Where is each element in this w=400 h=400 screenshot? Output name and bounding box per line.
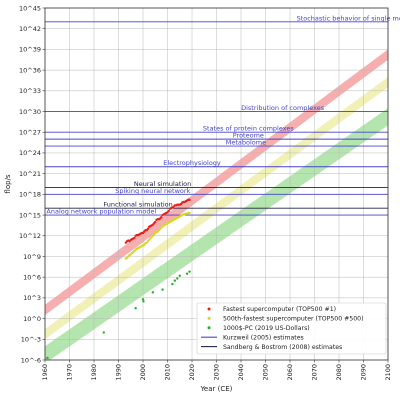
x-tick-label: 2040 [237,364,245,381]
series-2-point [102,331,106,334]
series-1-point [188,211,191,215]
y-tick-label: 10^3 [23,294,41,302]
x-tick-label: 2090 [360,364,368,381]
y-tick-label: 10^42 [19,25,41,33]
estimate-label: Stochastic behavior of single molecules [297,14,400,22]
annotation-lines: Stochastic behavior of single molecules D… [45,14,400,216]
y-tick-label: 10^21 [19,170,41,178]
y-tick-label: 10^-3 [21,336,41,344]
series-2-point [171,282,174,286]
y-tick-label: 10^24 [19,149,41,157]
series-2-point [141,298,145,301]
y-tick-label: 10^30 [19,108,41,116]
y-tick-label: 10^33 [19,87,41,95]
data-points [46,198,191,360]
series-2-point [173,279,177,282]
x-tick-label: 1970 [66,364,74,381]
series-0-point [188,198,191,202]
estimate-label: States of protein complexes [203,125,295,133]
y-tick-label: 10^15 [19,211,41,219]
x-tick-label: 2070 [311,364,319,381]
x-tick-label: 2080 [335,364,343,381]
series-2-point [142,300,145,303]
y-tick-label: 10^27 [19,129,41,137]
series-2-point [134,307,137,310]
x-tick-label: 1980 [90,364,98,381]
legend-label: 1000$-PC (2019 US-Dollars) [223,325,310,332]
y-tick-label: 10^45 [19,4,41,12]
series-0-point [154,220,157,224]
series-0-point [146,227,150,231]
estimate-label: Proteome [233,132,264,140]
series-2-point [188,270,191,273]
legend-label: Sandberg & Bostrom (2008) estimates [223,344,342,351]
y-tick-label: 10^12 [19,232,41,240]
series-0-point [133,236,136,240]
estimate-label: Spiking neural network [115,187,190,195]
y-axis-ticks: 10^-6 10^-3 10^0 10^3 10^6 10^9 10^12 10^15 10^1… [19,4,45,364]
series-2-point [46,356,49,360]
y-tick-label: 10^9 [23,253,41,261]
legend-box [196,302,387,355]
estimate-label: Functional simulation [103,201,172,209]
x-tick-label: 2030 [213,364,221,381]
x-tick-label: 2060 [286,364,294,381]
series-2-point [185,272,189,275]
estimate-label: Distribution of complexes [241,104,325,112]
legend: Fastest supercomputer (TOP500 #1) 500th-f… [196,302,387,355]
legend-marker [207,316,211,320]
x-axis-ticks: 1960 1970 1980 1990 2000 2010 2020 2030 2040 2050… [41,360,392,381]
series-0-point [167,209,170,213]
legend-marker [207,307,211,311]
x-axis-label: Year (CE) [200,385,233,393]
x-tick-label: 2020 [188,364,196,381]
y-tick-label: 10^0 [23,315,41,323]
legend-marker [207,326,211,330]
series-2-point [151,291,154,294]
x-tick-label: 2100 [384,364,392,381]
legend-label: Kurzweil (2005) estimates [223,334,304,341]
estimate-label: Metabolome [226,139,266,147]
y-tick-label: 10^-6 [21,356,41,364]
y-tick-label: 10^36 [19,66,41,74]
series-0-point [160,215,163,219]
series-2-point [178,274,181,277]
estimate-label: Analog network population model [46,208,156,216]
x-tick-label: 2000 [139,364,147,381]
y-axis-label: flop/s [4,174,12,193]
estimate-label: Neural simulation [134,180,191,188]
y-tick-label: 10^18 [19,191,41,199]
y-tick-label: 10^6 [23,273,41,281]
x-tick-label: 2010 [164,364,172,381]
y-tick-label: 10^39 [19,46,41,54]
series-2-point [161,288,164,291]
series-2-point [176,277,179,280]
x-tick-label: 1990 [115,364,123,381]
x-tick-label: 2050 [262,364,270,381]
legend-label: 500th-fastest supercomputer (TOP500 #500… [223,316,364,323]
legend-label: Fastest supercomputer (TOP500 #1) [223,306,336,313]
x-tick-label: 1960 [41,364,49,381]
estimate-label: Electrophysiology [163,159,221,167]
